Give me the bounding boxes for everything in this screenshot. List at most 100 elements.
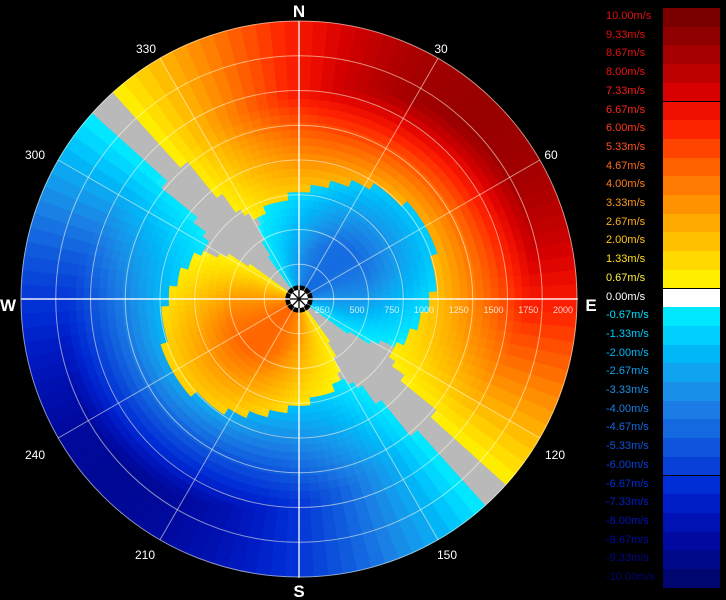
radar-cell [273, 450, 284, 460]
legend-label: 4.67m/s [606, 159, 646, 172]
radar-cell [288, 106, 300, 115]
radar-cell [75, 309, 85, 323]
radar-cell [544, 272, 554, 287]
radar-cell [280, 459, 291, 469]
radar-cell [309, 75, 323, 85]
legend-swatch [663, 213, 720, 233]
radar-cell [274, 67, 288, 77]
legend-label: -4.67m/s [606, 421, 649, 434]
radar-cell [272, 544, 287, 554]
legend-swatch [663, 456, 720, 476]
radar-cell [443, 282, 453, 292]
legend-entry: 1.33m/s [606, 251, 720, 270]
radar-cell [130, 272, 140, 283]
legend-entry: -0.67m/s [606, 307, 720, 326]
radar-cell [287, 90, 300, 100]
legend-entry: -2.67m/s [606, 363, 720, 382]
radar-cell [298, 43, 313, 53]
radar-cell [285, 168, 293, 178]
legend-label: 0.00m/s [606, 290, 646, 303]
radar-cell [313, 442, 324, 453]
azimuth-label: 300 [25, 148, 45, 162]
radar-cell [560, 284, 570, 300]
radar-cell [459, 289, 469, 300]
radar-cell [312, 28, 328, 39]
range-label: 1250 [449, 305, 469, 315]
radar-cell [529, 286, 539, 300]
radar-cell [67, 274, 77, 288]
range-label: 1500 [483, 305, 503, 315]
radar-cell [106, 298, 115, 310]
legend-label: -8.00m/s [606, 514, 649, 527]
radar-cell [168, 311, 179, 320]
radar-cell [183, 304, 193, 312]
radar-cell [129, 298, 139, 309]
radar-cell [298, 67, 312, 77]
radar-cell [306, 443, 316, 453]
legend-label: -0.67m/s [606, 309, 649, 322]
radar-cell [298, 382, 305, 391]
radar-cell [284, 553, 300, 562]
radar-cell [304, 412, 313, 422]
radar-cell [160, 298, 170, 307]
radar-cell [303, 382, 309, 391]
radar-cell [286, 67, 300, 77]
radar-cell [307, 129, 318, 139]
radar-cell [298, 428, 307, 438]
radar-cell [275, 75, 289, 85]
radar-cell [298, 59, 312, 69]
legend-label: -6.00m/s [606, 458, 649, 471]
radar-cell [382, 298, 391, 305]
radar-cell [521, 286, 531, 300]
radar-cell [137, 306, 147, 317]
radar-cell [67, 286, 77, 300]
radar-cell [59, 298, 69, 312]
radar-cell [106, 288, 115, 300]
radar-cell [305, 428, 314, 438]
legend-swatch [663, 569, 720, 588]
radar-cell [59, 286, 69, 300]
radar-cell [144, 298, 154, 308]
radar-cell [277, 161, 286, 171]
azimuth-label: 60 [544, 148, 558, 162]
radar-cell [303, 389, 310, 399]
radar-cell [298, 459, 309, 469]
radar-cell [298, 36, 314, 45]
radar-cell [559, 270, 570, 286]
legend-label: -8.67m/s [606, 533, 649, 546]
radar-cell [298, 20, 314, 30]
radar-cell [288, 98, 300, 108]
radar-cell [137, 290, 146, 300]
radar-cell [490, 277, 500, 290]
radar-cell [311, 551, 327, 562]
legend-label: 7.33m/s [606, 84, 646, 97]
radar-cell [390, 293, 399, 300]
legend-entry: 4.00m/s [606, 176, 720, 195]
radar-cell [298, 90, 311, 100]
radar-cell [298, 514, 312, 523]
radar-cell [419, 278, 430, 287]
radar-cell [28, 298, 38, 314]
radar-cell [286, 59, 300, 69]
radar-cell [199, 293, 208, 300]
radar-cell [98, 277, 108, 290]
legend-entry: 6.00m/s [606, 120, 720, 139]
radar-cell [292, 413, 300, 423]
radar-cell [276, 497, 289, 508]
radar-cell [298, 191, 305, 201]
radar-cell [521, 274, 531, 288]
radar-cell [412, 285, 422, 294]
radar-cell [490, 288, 500, 300]
radar-cell [130, 315, 140, 326]
radar-cell [20, 284, 30, 300]
radar-cell [145, 282, 155, 292]
radar-cell [284, 160, 293, 170]
radar-cell [287, 498, 300, 508]
radar-cell [474, 279, 484, 291]
radar-cell [458, 272, 468, 283]
radar-cell [106, 308, 116, 320]
radar-cell [176, 304, 186, 313]
compass-north: N [293, 2, 305, 21]
radar-cell [288, 490, 300, 500]
radar-cell [298, 390, 305, 399]
